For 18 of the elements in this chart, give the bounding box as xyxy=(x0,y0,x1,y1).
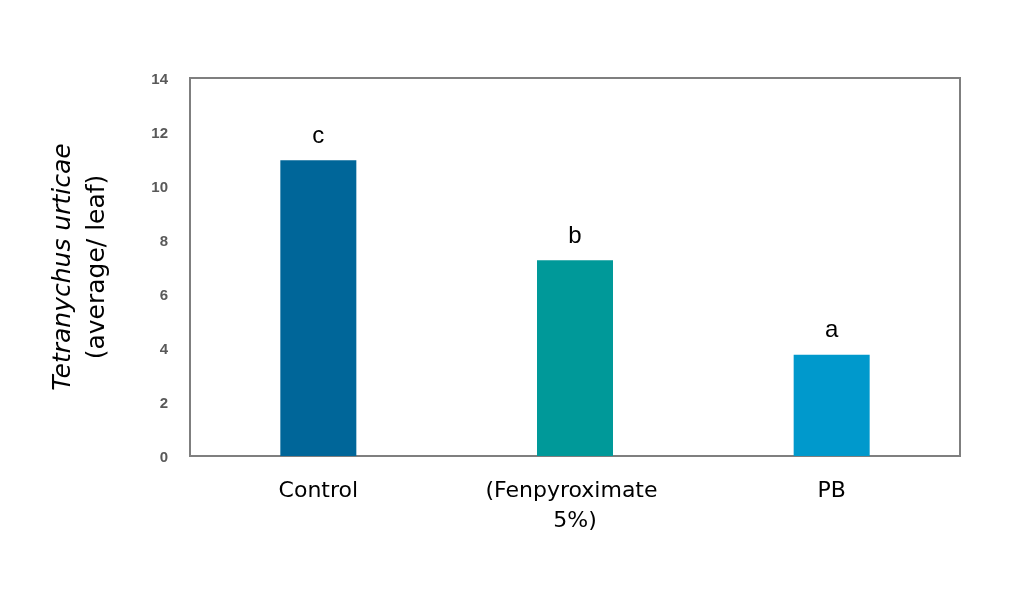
annotation: a xyxy=(824,315,839,343)
bar xyxy=(280,160,357,456)
x-tick-label: PB xyxy=(817,476,846,502)
y-tick-label: 8 xyxy=(159,231,168,249)
x-tick-label: Control xyxy=(278,476,359,502)
x-tick-label: (Fenpyroximate 5%) xyxy=(485,476,665,532)
y-tick-label: 0 xyxy=(159,447,168,465)
y-tick-label: 4 xyxy=(159,339,169,357)
y-tick-label: 2 xyxy=(159,393,168,411)
y-tick-label: 14 xyxy=(151,69,169,87)
y-axis-title: Tetranychus urticae (average/ leaf) xyxy=(46,143,110,391)
y-tick-label: 12 xyxy=(151,123,168,141)
bar xyxy=(793,354,870,456)
y-tick-label: 6 xyxy=(159,285,168,303)
annotation: b xyxy=(568,220,582,248)
annotation: c xyxy=(312,120,325,148)
y-tick-label: 10 xyxy=(151,177,168,195)
bar xyxy=(537,260,613,456)
